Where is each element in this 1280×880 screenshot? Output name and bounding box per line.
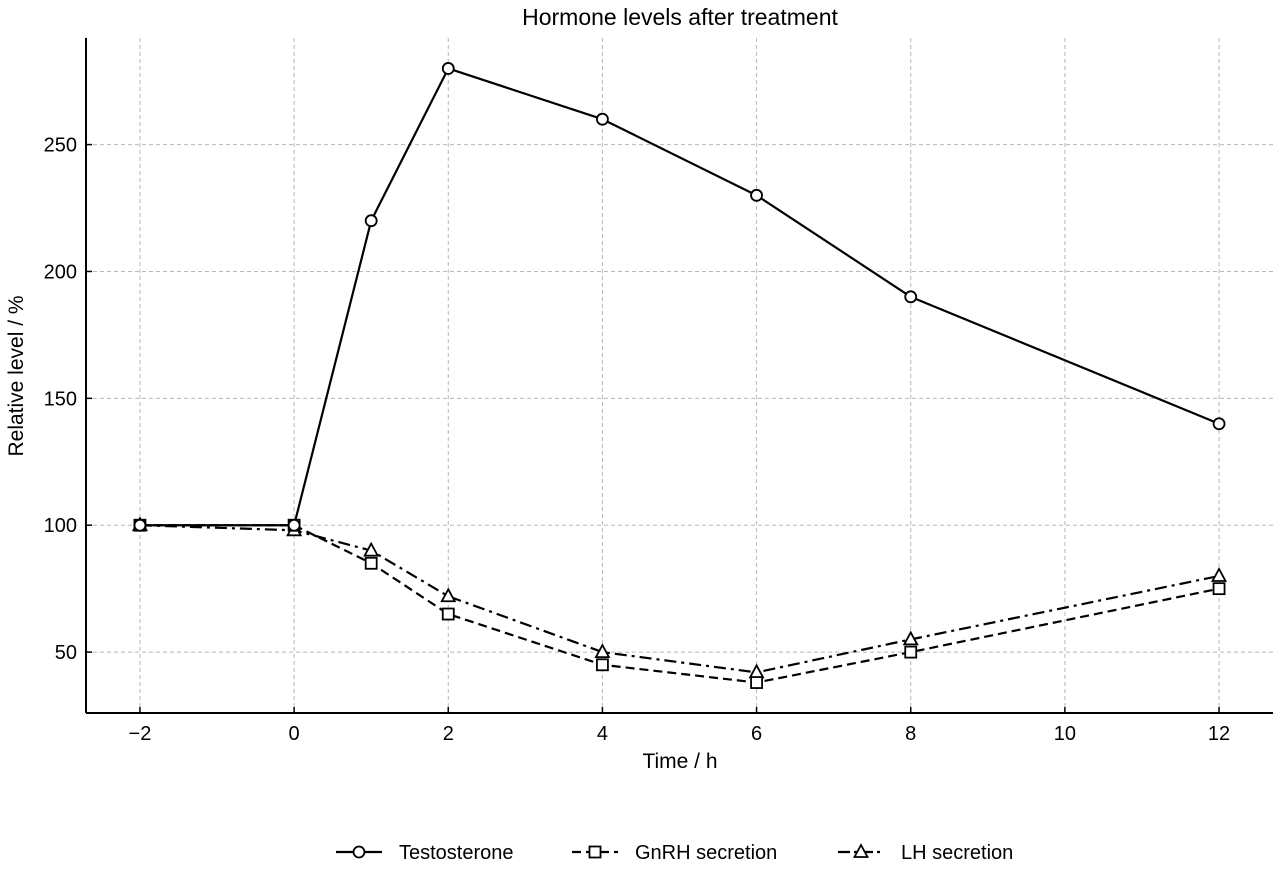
series-line-lh-secretion <box>139 524 1220 674</box>
legend-label-lh-secretion: LH secretion <box>901 842 1013 864</box>
legend-marker-testosterone <box>352 845 366 859</box>
chart-title: Hormone levels after treatment <box>522 4 838 30</box>
data-point-gnrh-secretion <box>441 607 455 621</box>
plot-area <box>131 62 1228 689</box>
data-point-testosterone <box>596 112 609 126</box>
data-point-gnrh-secretion <box>904 645 918 659</box>
data-point-lh-secretion <box>594 643 611 658</box>
data-point-testosterone <box>364 214 378 228</box>
data-point-gnrh-secretion <box>1212 582 1226 596</box>
x-axis-label: Time / h <box>642 750 717 773</box>
x-tick-label: 0 <box>289 723 300 745</box>
series-line-gnrh-secretion <box>139 524 1220 684</box>
x-tick-label: 6 <box>751 723 762 745</box>
data-point-testosterone <box>441 62 455 75</box>
data-point-testosterone <box>287 518 301 532</box>
y-tick-label: 250 <box>44 135 77 157</box>
data-point-lh-secretion <box>1211 567 1228 582</box>
x-tick-label: −2 <box>129 723 152 745</box>
grid <box>86 38 1273 713</box>
legend-label-testosterone: Testosterone <box>399 842 514 864</box>
y-tick-label: 200 <box>44 261 77 283</box>
legend: Testosterone GnRH secretion LH secretion <box>336 842 1013 864</box>
axes <box>85 38 1273 714</box>
y-tick-label: 100 <box>44 515 77 537</box>
data-point-lh-secretion <box>440 587 457 603</box>
data-point-lh-secretion <box>748 663 765 679</box>
series-line-testosterone <box>139 67 1220 527</box>
data-point-lh-secretion <box>902 630 919 646</box>
y-tick-label: 150 <box>44 388 77 410</box>
x-tick-label: 12 <box>1208 723 1230 745</box>
x-tick-label: 2 <box>443 723 454 745</box>
ticks: −2 0 2 4 6 8 10 12 50 100 150 200 250 <box>44 135 1231 745</box>
data-point-testosterone <box>904 290 918 304</box>
data-point-testosterone <box>1212 417 1226 431</box>
data-point-gnrh-secretion <box>750 676 763 689</box>
legend-marker-gnrh-secretion <box>588 845 602 859</box>
data-point-testosterone <box>133 518 147 532</box>
y-axis-label: Relative level / % <box>5 295 28 456</box>
y-tick-label: 50 <box>55 642 77 664</box>
data-point-gnrh-secretion <box>596 658 609 672</box>
legend-marker-lh-secretion <box>852 843 870 858</box>
legend-label-gnrh-secretion: GnRH secretion <box>635 842 777 864</box>
x-tick-label: 8 <box>905 723 916 745</box>
data-point-gnrh-secretion <box>364 556 378 570</box>
data-point-lh-secretion <box>363 541 380 557</box>
x-tick-label: 10 <box>1054 723 1076 745</box>
data-point-testosterone <box>750 188 763 202</box>
x-tick-label: 4 <box>597 723 608 745</box>
